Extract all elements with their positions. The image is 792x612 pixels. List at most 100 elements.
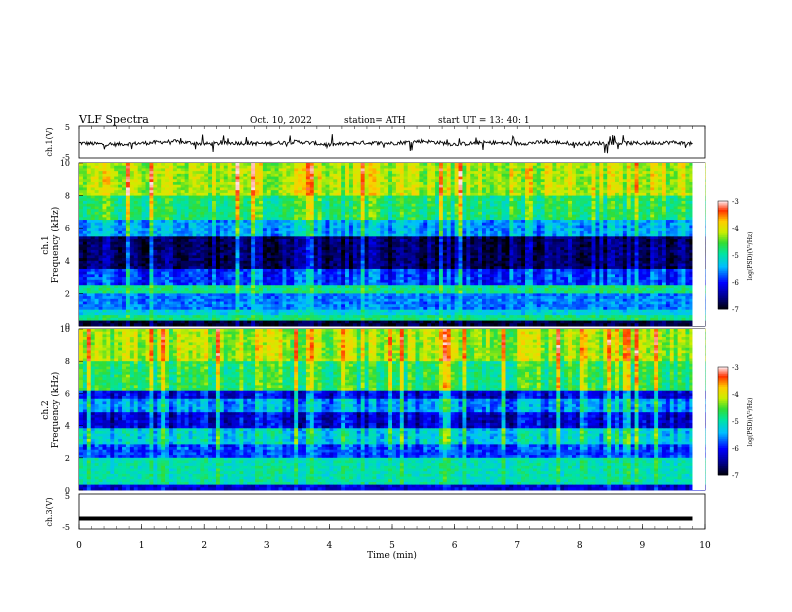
spectrogram-cell xyxy=(290,236,295,240)
spectrogram-cell xyxy=(685,195,690,199)
spectrogram-cell xyxy=(415,203,420,207)
spectrogram-cell xyxy=(587,206,592,210)
spectrogram-cell xyxy=(388,206,393,210)
spectrogram-cell xyxy=(571,211,577,216)
spectrogram-cell xyxy=(544,168,549,172)
spectrogram-cell xyxy=(536,217,542,221)
spectrogram-cell xyxy=(348,198,354,202)
spectrogram-cell xyxy=(325,184,330,188)
spectrogram-cell xyxy=(415,182,420,186)
spectrogram-cell xyxy=(568,182,573,186)
spectrogram-cell xyxy=(110,173,115,177)
spectrogram-cell xyxy=(454,222,459,226)
spectrogram-cell xyxy=(114,214,119,218)
spectrogram-cell xyxy=(513,228,518,232)
spectrogram-cell xyxy=(368,225,373,229)
spectrogram-cell xyxy=(348,220,354,224)
spectrogram-cell xyxy=(122,206,127,210)
spectrogram-cell xyxy=(571,163,577,167)
spectrogram-cell xyxy=(591,206,596,210)
spectrogram-cell xyxy=(125,214,131,218)
spectrogram-cell xyxy=(309,214,315,218)
spectrogram-cell xyxy=(192,182,197,186)
spectrogram-cell xyxy=(411,173,416,177)
spectrogram-cell xyxy=(536,201,542,205)
spectrogram-cell xyxy=(255,184,260,188)
spectrogram-cell xyxy=(560,198,565,202)
spectrogram-cell xyxy=(630,209,635,213)
spectrogram-cell xyxy=(615,239,620,243)
spectrogram-cell xyxy=(470,182,475,186)
spectrogram-cell xyxy=(129,187,135,191)
spectrogram-cell xyxy=(493,220,499,224)
spectrogram-cell xyxy=(94,173,99,177)
spectrogram-cell xyxy=(278,201,283,205)
spectrogram-cell xyxy=(454,203,459,207)
spectrogram-cell xyxy=(454,165,459,169)
spectrogram-cell xyxy=(388,192,393,196)
spectrogram-cell xyxy=(583,171,589,175)
spectrogram-cell xyxy=(79,168,84,172)
spectrogram-cell xyxy=(532,209,538,213)
spectrogram-cell xyxy=(376,187,381,191)
spectrogram-cell xyxy=(446,230,452,235)
spectrogram-cell xyxy=(188,244,193,248)
spectrogram-cell xyxy=(341,184,346,188)
spectrogram-cell xyxy=(145,244,150,248)
spectrogram-cell xyxy=(595,228,600,232)
spectrogram-cell xyxy=(270,241,276,245)
spectrogram-cell xyxy=(313,206,319,210)
spectrogram-cell xyxy=(591,182,596,186)
spectrogram-cell xyxy=(489,209,495,213)
spectrogram-cell xyxy=(403,190,409,194)
spectrogram-cell xyxy=(615,209,620,213)
spectrogram-cell xyxy=(106,176,111,180)
spectrogram-cell xyxy=(122,230,127,235)
spectrogram-cell xyxy=(215,190,221,194)
spectrogram-cell xyxy=(325,176,330,180)
spectrogram-cell xyxy=(243,214,248,218)
spectrogram-cell xyxy=(474,171,479,175)
spectrogram-cell xyxy=(345,176,350,180)
spectrogram-cell xyxy=(157,163,162,167)
spectrogram-cell xyxy=(114,163,119,167)
spectrogram-cell xyxy=(419,203,424,207)
spectrogram-cell xyxy=(415,241,420,245)
spectrogram-cell xyxy=(227,230,232,235)
spectrogram-cell xyxy=(384,214,389,218)
spectrogram-cell xyxy=(599,171,604,175)
spectrogram-cell xyxy=(564,179,569,183)
spectrogram-cell xyxy=(599,168,604,172)
spectrogram-cell xyxy=(106,233,111,237)
spectrogram-cell xyxy=(427,217,432,221)
spectrogram-cell xyxy=(622,236,628,240)
spectrogram-cell xyxy=(665,171,671,175)
spectrogram-cell xyxy=(571,236,577,240)
spectrogram-cell xyxy=(133,209,139,213)
spectrogram-cell xyxy=(481,201,487,205)
spectrogram-cell xyxy=(86,228,92,232)
spectrogram-cell xyxy=(669,230,675,235)
spectrogram-cell xyxy=(509,184,514,188)
spectrogram-cell xyxy=(231,239,236,243)
spectrogram-cell xyxy=(172,195,178,199)
spectrogram-cell xyxy=(262,228,268,232)
spectrogram-cell xyxy=(450,198,455,202)
spectrogram-cell xyxy=(204,171,209,175)
spectrogram-cell xyxy=(673,201,679,205)
spectrogram-cell xyxy=(376,163,381,167)
spectrogram-cell xyxy=(122,163,127,167)
spectrogram-cell xyxy=(392,171,397,175)
spectrogram-cell xyxy=(114,173,119,177)
spectrogram-cell xyxy=(208,228,213,232)
spectrogram-cell xyxy=(82,203,88,207)
spectrogram-cell xyxy=(579,195,585,199)
spectrogram-cell xyxy=(372,187,377,191)
spectrogram-cell xyxy=(513,233,518,237)
spectrogram-cell xyxy=(689,171,694,175)
spectrogram-cell xyxy=(665,165,671,169)
spectrogram-cell xyxy=(305,190,311,194)
spectrogram-cell xyxy=(427,233,432,237)
spectrogram-cell xyxy=(509,233,514,237)
spectrogram-cell xyxy=(192,220,197,224)
